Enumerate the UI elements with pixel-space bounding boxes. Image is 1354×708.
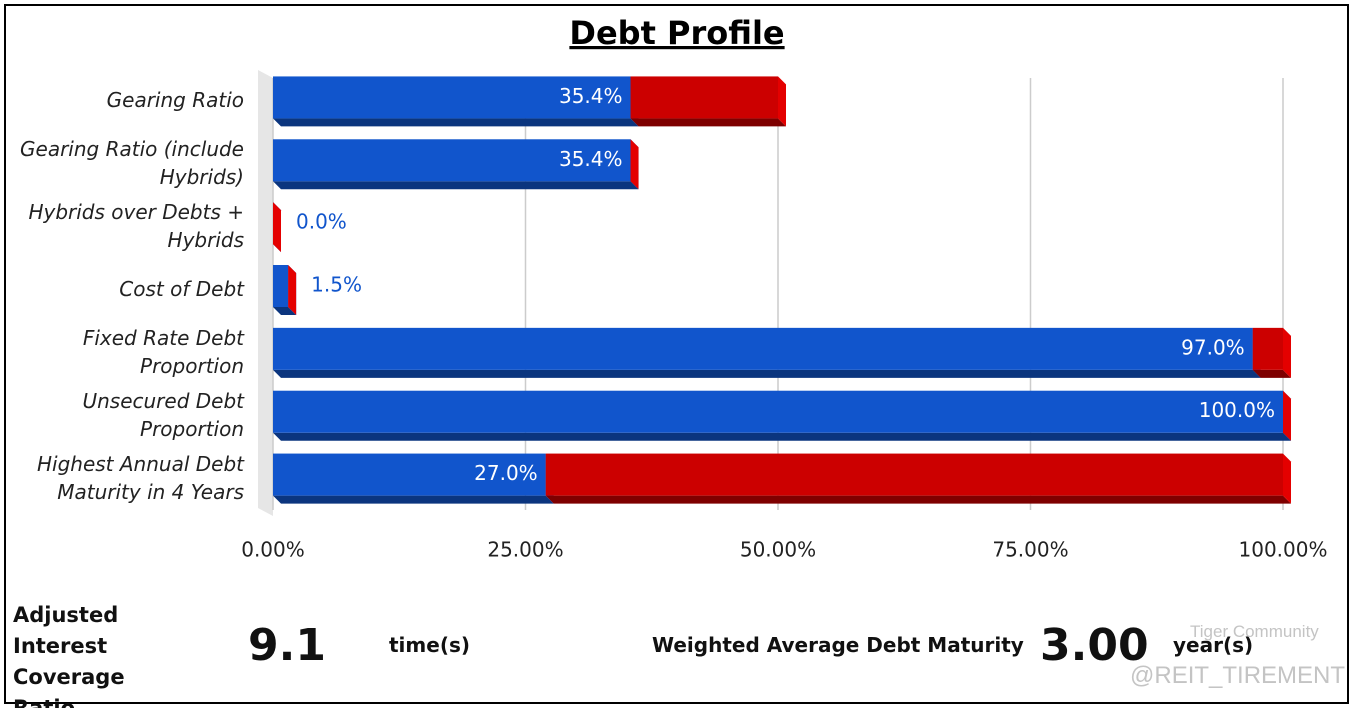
metric-label: Adjusted Interest Coverage Ratio [13, 603, 125, 708]
metric-label: Weighted Average Debt Maturity [652, 633, 1024, 657]
bar [288, 265, 297, 315]
bar-front [273, 453, 546, 496]
bar-front [273, 265, 289, 307]
bar [273, 390, 1291, 441]
x-tick-label: 25.00% [487, 538, 563, 562]
data-label: 1.5% [311, 273, 362, 297]
bar-bottom [273, 495, 554, 504]
frame [4, 4, 1349, 704]
bar-front [1252, 327, 1283, 370]
x-tick-label: 75.00% [992, 538, 1068, 562]
watermark-brand: Tiger Community [1190, 622, 1319, 641]
bar-bottom [545, 495, 1291, 504]
y-tick-label: Highest Annual Debt Maturity in 4 Years [36, 451, 244, 504]
metric-value: 9.1 [248, 620, 326, 671]
metric-unit: time(s) [389, 633, 471, 657]
bar [1283, 390, 1291, 441]
bar [273, 76, 639, 127]
watermark-handle: @REIT_TIREMENT [1130, 662, 1346, 689]
x-tick-label: 50.00% [740, 538, 816, 562]
bar [273, 202, 281, 253]
x-tick-label: 0.00% [241, 538, 305, 562]
bar [273, 453, 554, 504]
bar-side [288, 265, 297, 315]
bar [1252, 327, 1291, 378]
bar-front [545, 453, 1283, 496]
y-tick-label: Gearing Ratio [106, 88, 244, 113]
x-tick-label: 100.00% [1239, 538, 1328, 562]
bar-bottom [273, 307, 297, 315]
left-wall [258, 70, 273, 516]
bar-bottom [273, 369, 1261, 378]
bar-side [1283, 390, 1291, 441]
bar [630, 139, 639, 190]
data-label: 27.0% [474, 461, 538, 485]
metric-unit: year(s) [1173, 633, 1254, 657]
data-label: 35.4% [559, 84, 623, 108]
data-label: 100.0% [1199, 398, 1275, 422]
y-tick-label: Gearing Ratio (include Hybrids) [20, 137, 244, 190]
bar-front [273, 327, 1253, 370]
bar-bottom [273, 432, 1291, 441]
y-tick-label: Cost of Debt [119, 277, 244, 301]
data-label: 97.0% [1181, 335, 1245, 359]
bar-side [1283, 327, 1291, 378]
data-label: 35.4% [559, 147, 623, 171]
bar-side [630, 139, 639, 190]
bar-front [273, 390, 1283, 433]
bar-side [778, 76, 786, 127]
bar-bottom [273, 181, 639, 190]
bar-front [273, 76, 631, 119]
bar-front [630, 76, 778, 119]
y-tick-label: Fixed Rate Debt Proportion [82, 325, 244, 378]
bar-side [1283, 453, 1291, 504]
y-tick-label: Hybrids over Debts + Hybrids [28, 200, 244, 253]
bar-front [273, 139, 631, 182]
bar-side [273, 202, 281, 253]
metric-value: 3.00 [1040, 620, 1149, 671]
bar [273, 327, 1261, 378]
bar-bottom [273, 118, 639, 127]
bar-bottom [1252, 369, 1291, 378]
data-label: 0.0% [296, 210, 347, 234]
chart-title: Debt Profile [569, 14, 784, 52]
bar [630, 76, 786, 127]
bar [545, 453, 1291, 504]
bar-bottom [630, 118, 786, 127]
y-tick-label: Unsecured Debt Proportion [82, 388, 244, 441]
